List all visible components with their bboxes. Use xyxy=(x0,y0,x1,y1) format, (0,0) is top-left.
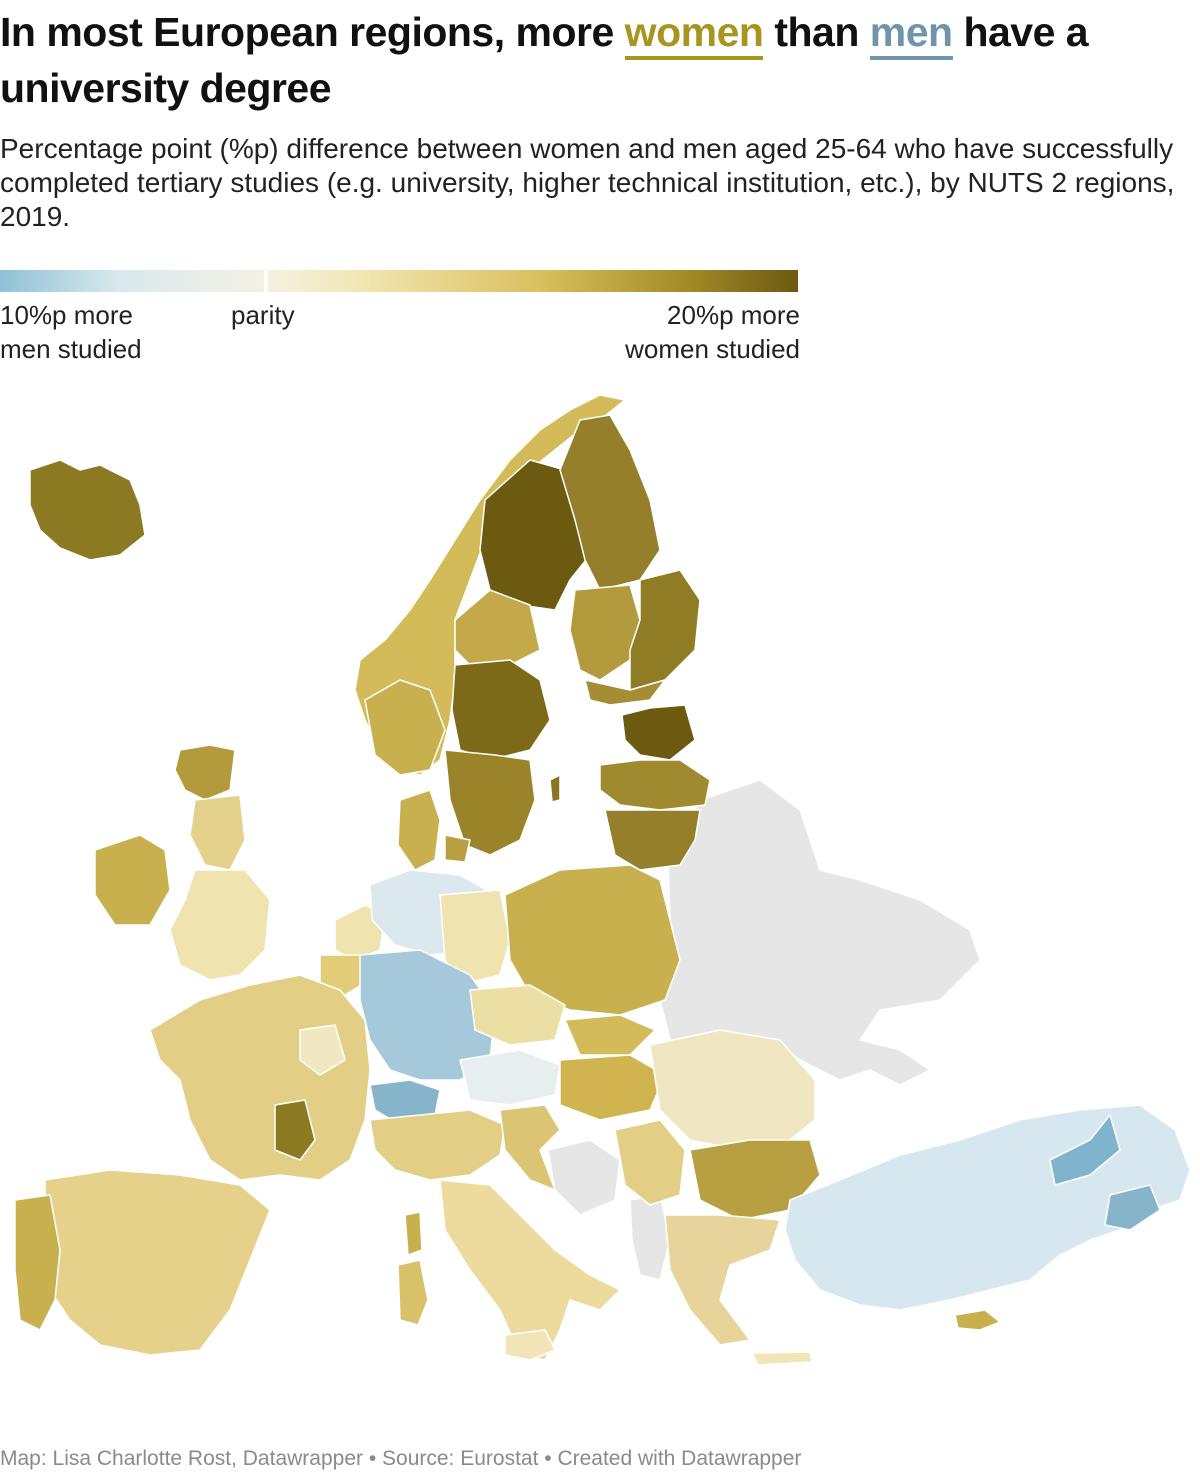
region-sardinia xyxy=(397,1259,429,1326)
region-iceland xyxy=(29,459,146,561)
region-france-paris xyxy=(299,1024,346,1076)
region-italy-south xyxy=(439,1179,621,1361)
region-finland-west xyxy=(569,584,641,681)
region-england-south xyxy=(169,869,271,981)
region-germany-south xyxy=(359,949,496,1081)
legend-label-parity: parity xyxy=(231,300,295,330)
region-portugal xyxy=(14,1194,61,1331)
chart-title: In most European regions, more women tha… xyxy=(0,4,1190,116)
region-england-north xyxy=(189,794,246,871)
region-crete xyxy=(751,1351,813,1366)
region-croatia-slovenia xyxy=(499,1104,561,1191)
title-part-1: In most European regions, more xyxy=(0,9,625,55)
region-greece xyxy=(664,1214,781,1346)
legend-gradient-bar xyxy=(0,270,798,292)
region-scotland xyxy=(174,744,236,801)
region-finland-north xyxy=(559,414,661,591)
region-lithuania xyxy=(604,809,701,871)
region-denmark xyxy=(397,789,441,871)
region-serbia xyxy=(614,1119,686,1206)
color-legend: 10%p more men studied parity 20%p more w… xyxy=(0,268,800,368)
region-latvia xyxy=(599,759,711,811)
region-finland-east xyxy=(629,569,701,691)
region-slovakia xyxy=(564,1014,656,1056)
region-turkey-east-2 xyxy=(1104,1184,1161,1231)
region-finland-south xyxy=(584,679,666,706)
region-estonia xyxy=(621,704,696,761)
region-austria xyxy=(459,1049,561,1106)
region-gotland xyxy=(549,774,561,803)
europe-choropleth-map xyxy=(14,394,1191,1366)
title-women-highlight: women xyxy=(624,8,764,60)
region-germany-east xyxy=(439,889,511,986)
region-sweden-central xyxy=(454,589,541,666)
region-bulgaria xyxy=(689,1139,821,1221)
credits-footer: Map: Lisa Charlotte Rost, Datawrapper • … xyxy=(0,1447,802,1470)
region-denmark-east xyxy=(444,834,471,863)
region-belgium xyxy=(319,954,371,996)
region-france-limousin xyxy=(274,1099,316,1161)
region-sicily xyxy=(504,1329,556,1361)
legend-label-men-line1: 10%p more xyxy=(0,300,133,330)
legend-label-women: 20%p more women studied xyxy=(625,298,800,366)
region-cyprus xyxy=(954,1309,1001,1331)
region-sweden-stockholm xyxy=(451,659,551,761)
legend-label-men-line2: men studied xyxy=(0,334,142,364)
legend-label-women-line2: women studied xyxy=(625,334,800,364)
region-corsica xyxy=(404,1211,423,1256)
chart-subtitle: Percentage point (%p) difference between… xyxy=(0,133,1175,232)
region-hungary xyxy=(559,1054,666,1121)
region-france xyxy=(149,974,371,1181)
region-balkans-nodata-1 xyxy=(547,1139,621,1216)
title-men-highlight: men xyxy=(869,8,953,60)
region-romania xyxy=(649,1029,816,1151)
region-norway-south xyxy=(364,679,446,776)
region-ireland xyxy=(94,834,171,926)
title-part-2: than xyxy=(763,9,870,55)
region-turkey-east-1 xyxy=(1049,1114,1121,1186)
region-sweden-north xyxy=(479,459,591,611)
title-part-3: have a university degree xyxy=(0,9,1089,111)
region-spain xyxy=(44,1169,271,1356)
legend-label-men: 10%p more men studied xyxy=(0,298,142,366)
region-italy-north xyxy=(369,1109,506,1181)
region-sweden-south xyxy=(444,749,536,856)
legend-label-women-line1: 20%p more xyxy=(667,300,800,330)
region-czechia xyxy=(469,984,566,1046)
region-balkans-nodata-2 xyxy=(629,1194,671,1281)
legend-parity-tick xyxy=(264,268,268,294)
